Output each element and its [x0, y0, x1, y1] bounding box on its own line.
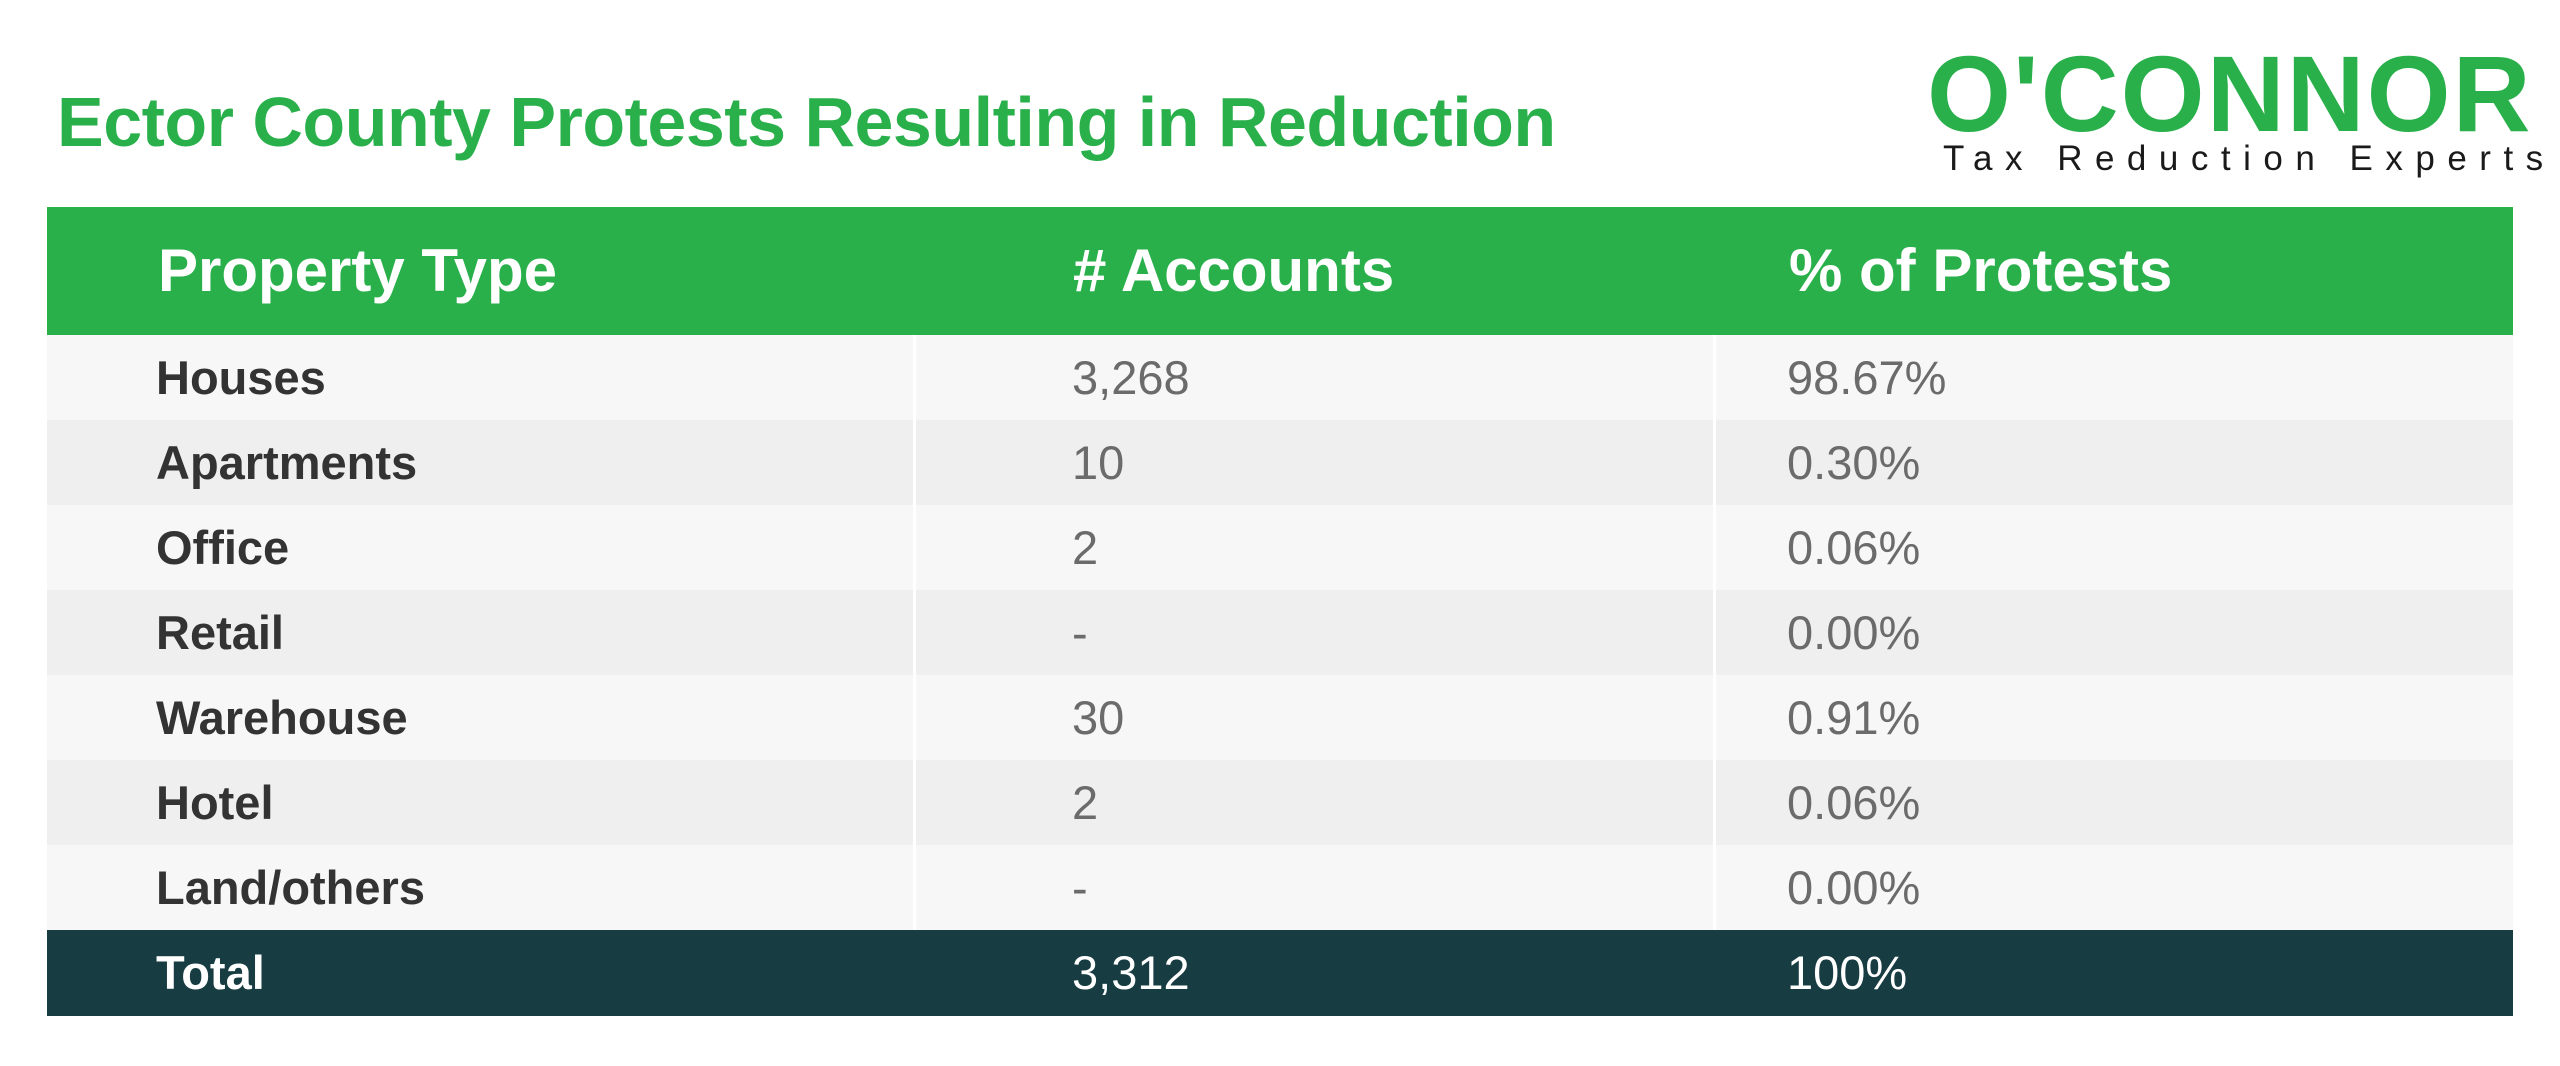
table-row: Warehouse 30 0.91%: [47, 675, 2513, 760]
page-title: Ector County Protests Resulting in Reduc…: [57, 83, 1556, 161]
percent-cell: 0.30%: [1787, 436, 1921, 489]
column-divider: [913, 335, 916, 420]
column-divider: [1713, 505, 1716, 590]
header-accounts: # Accounts: [1073, 237, 1395, 304]
column-divider: [913, 675, 916, 760]
column-divider: [1713, 675, 1716, 760]
table-row: Retail - 0.00%: [47, 590, 2513, 675]
property-type-cell: Hotel: [156, 776, 274, 829]
total-label: Total: [156, 946, 265, 999]
table-row: Apartments 10 0.30%: [47, 420, 2513, 505]
percent-cell: 0.00%: [1787, 606, 1921, 659]
property-type-cell: Land/others: [156, 861, 425, 914]
accounts-cell: 2: [1072, 521, 1099, 574]
column-divider: [913, 420, 916, 505]
column-divider: [1713, 845, 1716, 930]
accounts-cell: -: [1072, 606, 1088, 659]
accounts-cell: 30: [1072, 691, 1125, 744]
accounts-cell: 2: [1072, 776, 1099, 829]
table-row: Hotel 2 0.06%: [47, 760, 2513, 845]
total-accounts: 3,312: [1072, 946, 1190, 999]
table-header-row: Property Type # Accounts % of Protests: [47, 207, 2513, 335]
column-divider: [1713, 420, 1716, 505]
column-divider: [913, 845, 916, 930]
property-type-cell: Apartments: [156, 436, 418, 489]
property-type-cell: Retail: [156, 606, 284, 659]
header-percent-protests: % of Protests: [1789, 237, 2173, 304]
column-divider: [913, 760, 916, 845]
percent-cell: 98.67%: [1787, 351, 1947, 404]
property-type-cell: Office: [156, 521, 290, 574]
accounts-cell: 3,268: [1072, 351, 1190, 404]
percent-cell: 0.06%: [1787, 521, 1921, 574]
property-type-cell: Houses: [156, 351, 326, 404]
table-row: Office 2 0.06%: [47, 505, 2513, 590]
oconnor-logo: O'CONNOR Tax Reduction Experts: [1925, 40, 2543, 180]
percent-cell: 0.06%: [1787, 776, 1921, 829]
accounts-cell: 10: [1072, 436, 1125, 489]
table-row: Houses 3,268 98.67%: [47, 335, 2513, 420]
table-total-row: Total 3,312 100%: [47, 930, 2513, 1016]
accounts-cell: -: [1072, 861, 1088, 914]
column-divider: [913, 505, 916, 590]
percent-cell: 0.91%: [1787, 691, 1921, 744]
logo-wordmark: O'CONNOR: [1927, 33, 2533, 154]
property-type-cell: Warehouse: [156, 691, 408, 744]
table-row: Land/others - 0.00%: [47, 845, 2513, 930]
column-divider: [913, 590, 916, 675]
percent-cell: 0.00%: [1787, 861, 1921, 914]
column-divider: [1713, 760, 1716, 845]
logo-tagline: Tax Reduction Experts: [1943, 139, 2556, 178]
column-divider: [1713, 335, 1716, 420]
column-divider: [1713, 590, 1716, 675]
header-property-type: Property Type: [158, 237, 557, 304]
total-percent: 100%: [1787, 946, 1908, 999]
protests-table: Property Type # Accounts % of Protests H…: [47, 207, 2513, 1016]
